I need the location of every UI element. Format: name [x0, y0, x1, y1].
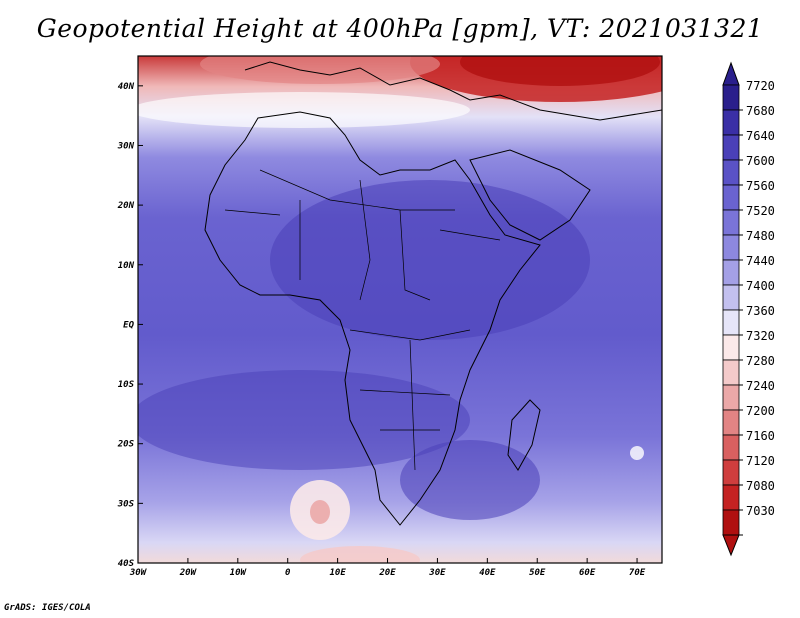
- lat-tick-label: 10S: [118, 380, 135, 390]
- colorbar-swatch: [722, 509, 740, 536]
- lon-tick-label: 20W: [179, 568, 198, 578]
- colorbar-label: 7680: [746, 104, 775, 118]
- lon-tick-label: 60E: [579, 568, 596, 578]
- colorbar-swatch: [722, 334, 740, 361]
- colorbar-swatch: [722, 109, 740, 136]
- colorbar-label: 7280: [746, 354, 775, 368]
- colorbar-swatch: [722, 84, 740, 111]
- arabian-peninsula: [469, 149, 591, 241]
- madagascar: [507, 399, 541, 471]
- colorbar-label: 7240: [746, 379, 775, 393]
- colorbar-label: 7480: [746, 229, 775, 243]
- latitude-axis: 40N 30N 20N 10N EQ 10S 20S 30S 40S: [117, 82, 143, 569]
- lon-tick-label: 0: [285, 568, 291, 578]
- lon-tick-label: 10W: [230, 568, 248, 578]
- grads-credit: GrADS: IGES/COLA: [4, 603, 91, 613]
- map-plot-area: [138, 56, 662, 563]
- longitude-axis: 30W 20W 10W 0 10E 20E 30E 40E 50E 60E 70E: [129, 558, 646, 578]
- colorbar-label: 7200: [746, 404, 775, 418]
- colorbar-label: 7120: [746, 454, 775, 468]
- lat-tick-label: 30N: [117, 141, 135, 151]
- lat-tick-label: 20S: [117, 440, 135, 450]
- map-frame: [137, 55, 663, 564]
- colorbar-swatch: [722, 409, 740, 436]
- colorbar-swatch: [722, 159, 740, 186]
- colorbar-bottom-arrow: [722, 534, 740, 557]
- colorbar-label: 7560: [746, 179, 775, 193]
- map-title: Geopotential Height at 400hPa [gpm], VT:…: [36, 14, 764, 43]
- colorbar-label: 7360: [746, 304, 775, 318]
- colorbar-label: 7400: [746, 279, 775, 293]
- lat-tick-label: 20N: [117, 201, 135, 211]
- lat-tick-label: 40S: [118, 559, 135, 569]
- lon-tick-label: 30W: [129, 568, 148, 578]
- colorbar-label: 7600: [746, 154, 775, 168]
- colorbar-swatch: [722, 284, 740, 311]
- colorbar-top-arrow: [722, 61, 740, 86]
- colorbar-swatch: [722, 309, 740, 336]
- lon-tick-label: 30E: [428, 568, 446, 578]
- colorbar-swatch: [722, 484, 740, 511]
- africa-coastline: [204, 111, 541, 526]
- colorbar-label: 7160: [746, 429, 775, 443]
- colorbar-swatch: [722, 209, 740, 236]
- lat-tick-label: 30S: [117, 499, 135, 509]
- lon-tick-label: 10E: [329, 568, 346, 578]
- colorbar: 7720 7680 7640 7600 7560 7520 7480 7440 7400 7360…: [722, 61, 775, 557]
- country-borders: [224, 169, 501, 471]
- colorbar-label: 7640: [746, 129, 775, 143]
- colorbar-label: 7320: [746, 329, 775, 343]
- europe-coastline: [244, 61, 662, 121]
- lon-tick-label: 40E: [479, 568, 496, 578]
- lon-tick-label: 20E: [378, 568, 396, 578]
- colorbar-label: 7440: [746, 254, 775, 268]
- lat-tick-label: 40N: [118, 82, 135, 92]
- lon-tick-label: 70E: [629, 568, 646, 578]
- colorbar-swatch: [722, 234, 740, 261]
- lon-tick-label: 50E: [529, 568, 546, 578]
- colorbar-swatch: [722, 134, 740, 161]
- colorbar-label: 7520: [746, 204, 775, 218]
- lat-tick-label: 10N: [118, 261, 135, 271]
- central-low: [270, 180, 590, 340]
- colorbar-swatch: [722, 434, 740, 461]
- colorbar-swatch: [722, 359, 740, 386]
- colorbar-swatch: [722, 384, 740, 411]
- lat-tick-label: EQ: [123, 320, 134, 330]
- colorbar-swatch: [722, 259, 740, 286]
- colorbar-label: 7720: [746, 79, 775, 93]
- colorbar-label: 7080: [746, 479, 775, 493]
- colorbar-label: 7030: [746, 504, 775, 518]
- colorbar-swatch: [722, 184, 740, 211]
- colorbar-swatch: [722, 459, 740, 486]
